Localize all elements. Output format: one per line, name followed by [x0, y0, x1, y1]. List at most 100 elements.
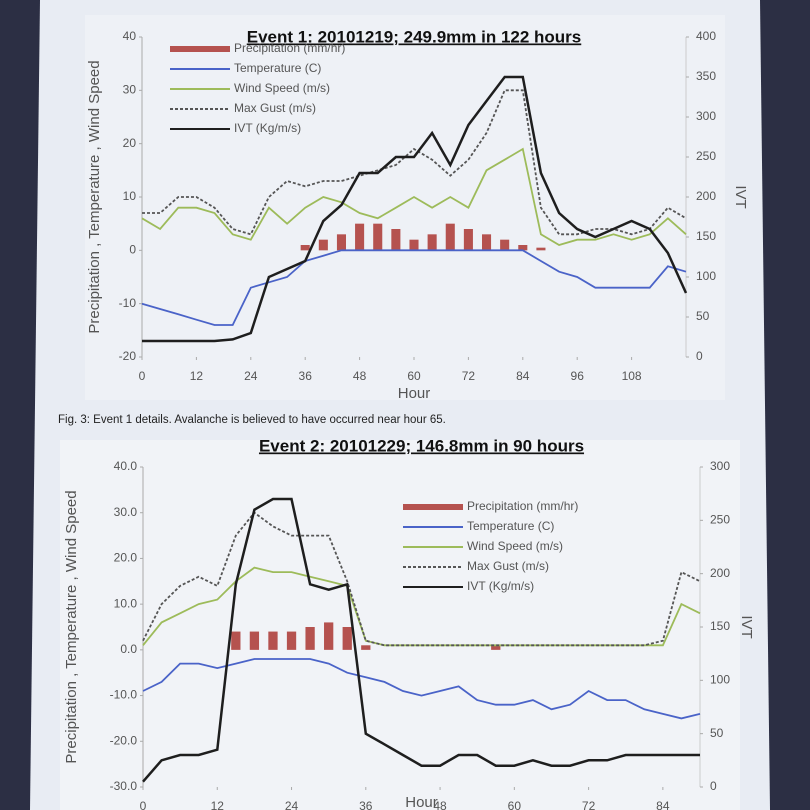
legend-label: Temperature (C)	[234, 61, 321, 75]
y-tick-label: 30	[123, 83, 137, 97]
x-tick-label: 12	[211, 799, 225, 810]
y2-tick-label: 200	[710, 566, 730, 580]
y2-tick-label: 0	[696, 349, 703, 363]
legend-label: Precipitation (mm/hr)	[234, 41, 345, 55]
y-tick-label: 10	[123, 189, 137, 203]
bar	[491, 645, 501, 650]
legend-label: Temperature (C)	[467, 519, 554, 533]
y2-tick-label: 0	[710, 779, 717, 793]
bar	[373, 223, 383, 251]
x-tick-label: 36	[299, 369, 313, 383]
x-tick-label: 108	[622, 369, 642, 383]
legend-label: Wind Speed (m/s)	[234, 81, 330, 95]
y2-tick-label: 200	[696, 189, 716, 203]
y2-tick-label: 250	[710, 513, 730, 527]
legend-label: Max Gust (m/s)	[234, 101, 316, 115]
y2-tick-label: 50	[710, 726, 724, 740]
y2-tick-label: 150	[696, 229, 716, 243]
line-series	[141, 249, 687, 326]
y-tick-label: -20.0	[110, 733, 138, 747]
bar	[318, 239, 328, 251]
y2-axis-label: IVT	[738, 615, 755, 638]
bar	[324, 622, 334, 650]
line-series	[142, 75, 688, 343]
y-tick-label: 0	[129, 243, 136, 257]
y-tick-label: 40.0	[114, 459, 138, 473]
y-axis-label: Precipitation , Temperature , Wind Speed	[63, 490, 80, 763]
caption: Fig. 3: Event 1 details. Avalanche is be…	[58, 414, 446, 426]
bar	[518, 245, 528, 251]
y-tick-label: 10.0	[114, 596, 138, 610]
y2-tick-label: 350	[696, 69, 716, 83]
y-tick-label: 20.0	[114, 551, 138, 565]
y2-tick-label: 400	[696, 29, 716, 43]
line-series	[141, 147, 687, 246]
bar	[463, 229, 473, 251]
bar	[536, 247, 546, 251]
line-series	[142, 497, 700, 783]
bar	[361, 645, 371, 650]
y-tick-label: 0.0	[120, 642, 137, 656]
bar	[300, 245, 310, 251]
bar	[500, 239, 510, 251]
y2-tick-label: 250	[696, 149, 716, 163]
bar	[268, 631, 278, 650]
bar	[409, 239, 419, 251]
bar	[336, 234, 346, 251]
x-tick-label: 84	[516, 369, 530, 383]
y-axis-label: Precipitation , Temperature , Wind Speed	[86, 60, 103, 333]
x-tick-label: 96	[571, 369, 585, 383]
y-tick-label: 40	[123, 29, 137, 43]
line-series	[142, 511, 701, 647]
y-tick-label: -20	[119, 349, 137, 363]
x-tick-label: 24	[285, 799, 299, 810]
y-tick-label: -10	[119, 296, 137, 310]
y2-tick-label: 100	[696, 269, 716, 283]
bar	[305, 627, 315, 650]
legend-label: Max Gust (m/s)	[467, 559, 549, 573]
legend-label: IVT (Kg/m/s)	[234, 121, 301, 135]
bar	[391, 229, 401, 251]
bar	[342, 627, 352, 650]
legend-label: Precipitation (mm/hr)	[467, 499, 578, 513]
y2-tick-label: 100	[710, 673, 730, 687]
y-tick-label: -30.0	[110, 779, 138, 793]
x-axis-label: Hour	[405, 794, 438, 810]
x-axis-label: Hour	[398, 385, 431, 402]
bar	[445, 223, 455, 251]
legend-label: IVT (Kg/m/s)	[467, 579, 534, 593]
y-tick-label: 20	[123, 136, 137, 150]
chart-panel	[60, 440, 740, 810]
line-series	[142, 89, 687, 236]
x-tick-label: 48	[353, 369, 367, 383]
bar	[249, 631, 260, 650]
bar	[355, 223, 365, 251]
x-tick-label: 60	[508, 799, 522, 810]
x-tick-label: 0	[140, 799, 147, 810]
y2-tick-label: 150	[710, 619, 730, 633]
chart-title: Event 2: 20101229; 146.8mm in 90 hours	[259, 436, 584, 455]
legend-label: Wind Speed (m/s)	[467, 539, 563, 553]
bar	[482, 234, 492, 251]
x-tick-label: 12	[190, 369, 204, 383]
x-tick-label: 72	[582, 799, 596, 810]
line-series	[142, 658, 701, 720]
y-tick-label: -10.0	[110, 688, 138, 702]
bar	[427, 234, 437, 251]
x-tick-label: 72	[462, 369, 476, 383]
x-tick-label: 48	[433, 799, 447, 810]
y2-tick-label: 300	[696, 109, 716, 123]
bar	[231, 631, 241, 650]
x-tick-label: 60	[407, 369, 421, 383]
bar	[286, 631, 297, 650]
y-tick-label: 30.0	[114, 505, 138, 519]
x-tick-label: 36	[359, 799, 373, 810]
x-tick-label: 84	[656, 799, 670, 810]
y2-axis-label: IVT	[732, 185, 749, 208]
chart-title: Event 1: 20101219; 249.9mm in 122 hours	[247, 27, 582, 46]
x-tick-label: 24	[244, 369, 258, 383]
y2-tick-label: 300	[710, 459, 730, 473]
y2-tick-label: 50	[696, 309, 710, 323]
x-tick-label: 0	[139, 369, 146, 383]
